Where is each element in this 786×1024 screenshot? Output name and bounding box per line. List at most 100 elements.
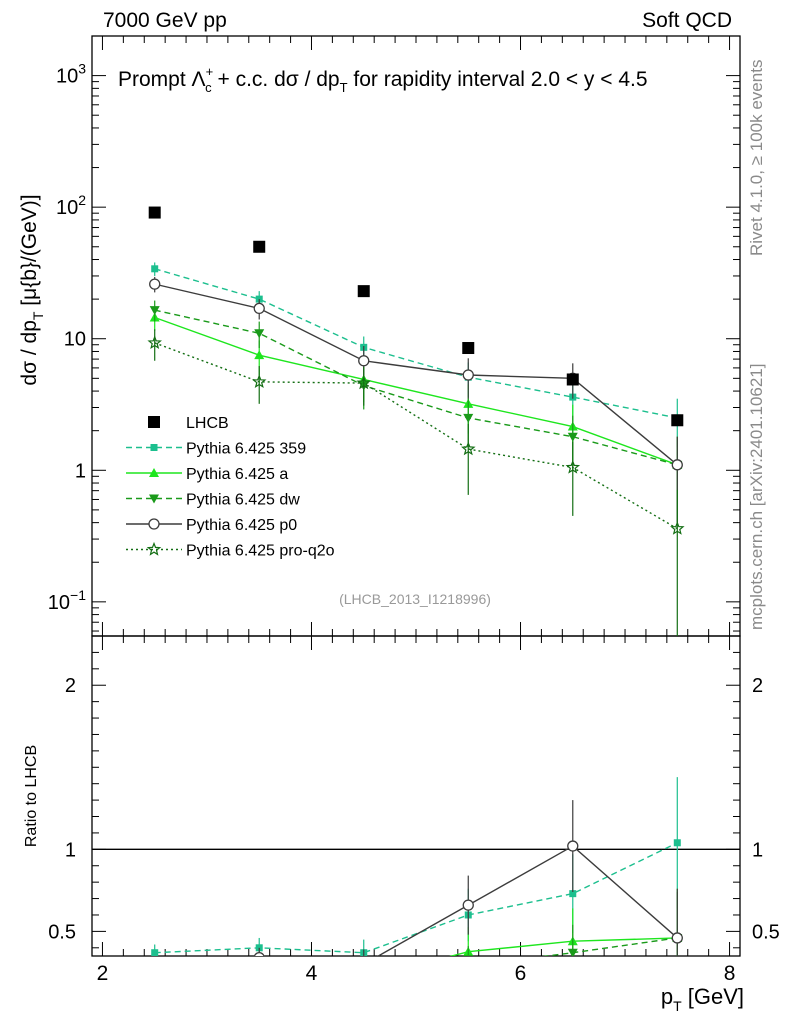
ratio-tick-label: 2 <box>65 675 76 697</box>
data-point <box>463 413 474 423</box>
legend-marker <box>149 494 159 504</box>
ratio-series-3 <box>150 800 683 971</box>
y-tick-label: 102 <box>56 192 86 219</box>
ratio-tick-label-right: 0.5 <box>752 921 780 943</box>
ratio-line <box>541 937 678 956</box>
legend-item-0: LHCB <box>148 415 229 432</box>
legend-marker <box>146 541 162 556</box>
y-axis-label: dσ / dpT [μ{b}/(GeV)] <box>18 194 46 385</box>
data-point <box>565 459 581 474</box>
lhcb-point <box>357 285 370 298</box>
ratio-point <box>151 949 159 956</box>
ratio-point <box>359 959 369 969</box>
series-line <box>154 342 678 530</box>
series-1 <box>149 306 683 523</box>
data-point <box>149 278 161 290</box>
data-point <box>670 521 685 535</box>
ratio-tick-label-right: 1 <box>752 839 763 861</box>
y-tick-label: 1 <box>75 460 86 482</box>
ratio-point <box>254 984 264 993</box>
rivet-label: Rivet 4.1.0, ≥ 100k events <box>747 60 766 256</box>
ratio-point <box>463 962 473 971</box>
legend-item-3: Pythia 6.425 dw <box>126 492 300 509</box>
ratio-series-1 <box>150 888 683 993</box>
legend-label: LHCB <box>186 415 229 432</box>
data-point <box>567 432 578 442</box>
ratio-point <box>149 991 160 1002</box>
series-4 <box>147 329 685 636</box>
lhcb-point <box>148 206 161 219</box>
header-right: Soft QCD <box>642 9 732 32</box>
ratio-point <box>150 980 160 989</box>
data-point <box>358 355 370 367</box>
series-line <box>154 283 678 466</box>
ratio-point <box>254 993 265 1004</box>
lhcb-point <box>671 414 684 427</box>
legend-marker <box>148 518 160 530</box>
series-line <box>154 316 678 466</box>
legend-label: Pythia 6.425 a <box>186 466 288 483</box>
ratio-tick-label: 1 <box>65 839 76 861</box>
ratio-line <box>155 979 678 999</box>
title-particle: Λ <box>192 68 206 91</box>
chart-title: Prompt Λ+ c + c.c. dσ / dpT for rapidity … <box>118 64 648 95</box>
y-tick-label: 10 <box>64 329 86 351</box>
xlabel-main: p <box>661 984 673 1009</box>
y-tick-label: 103 <box>56 61 86 88</box>
ratio-point <box>254 973 264 982</box>
series-3 <box>149 276 683 523</box>
legend-item-5: Pythia 6.425 pro-q2o <box>126 541 335 560</box>
legend-item-4: Pythia 6.425 p0 <box>126 517 297 534</box>
series-line <box>154 268 678 419</box>
ratio-point <box>673 839 681 847</box>
analysis-id: (LHCB_2013_I1218996) <box>339 591 491 607</box>
legend-label: Pythia 6.425 p0 <box>186 517 297 534</box>
data-point <box>254 350 265 360</box>
title-middle: + c.c. dσ / dp <box>212 68 340 91</box>
ratio-point <box>150 982 160 991</box>
legend-marker <box>150 444 158 451</box>
title-sup: + <box>206 64 214 79</box>
ratio-tick-label-right: 2 <box>752 675 763 697</box>
data-point <box>461 441 476 456</box>
legend-marker <box>149 468 159 477</box>
data-series <box>148 206 684 427</box>
data-point <box>254 329 265 339</box>
x-tick-label: 6 <box>515 962 527 985</box>
ratio-axis-label: Ratio to LHCB <box>23 745 40 847</box>
series-0 <box>151 262 681 448</box>
ratio-point <box>253 951 265 956</box>
ratio-point <box>150 961 160 971</box>
series-2 <box>149 300 683 523</box>
ratio-line <box>154 842 678 954</box>
ratio-point <box>567 973 578 984</box>
ratio-series-2 <box>150 892 683 989</box>
ratio-line <box>449 937 678 956</box>
data-point <box>251 374 267 389</box>
ratio-point <box>358 975 369 986</box>
header-left: 7000 GeV pp <box>103 9 227 32</box>
data-point <box>253 302 265 315</box>
ratio-point <box>567 840 579 852</box>
title-prefix: Prompt <box>118 68 192 91</box>
data-point <box>356 375 371 390</box>
x-axis-label: pT [GeV] <box>661 984 744 1014</box>
ratio-point <box>462 899 474 911</box>
legend-label: Pythia 6.425 dw <box>186 492 300 509</box>
lhcb-point <box>462 342 475 355</box>
data-point <box>671 459 683 471</box>
legend-item-2: Pythia 6.425 a <box>126 466 288 483</box>
ratio-tick-label: 0.5 <box>48 921 76 943</box>
legend-item-1: Pythia 6.425 359 <box>126 441 306 458</box>
xlabel-unit: [GeV] <box>682 984 744 1009</box>
x-tick-label: 8 <box>724 962 736 985</box>
title-sub2: T <box>340 80 348 95</box>
legend-label: Pythia 6.425 359 <box>186 441 306 458</box>
ratio-point <box>359 978 369 987</box>
ylabel-unit: [μ{b}/(GeV)] <box>18 194 41 311</box>
x-tick-label: 4 <box>306 962 318 985</box>
source-label: mcplots.cern.ch [arXiv:2401.10621] <box>747 364 766 630</box>
x-tick-label: 2 <box>97 962 109 985</box>
data-point <box>151 265 159 273</box>
